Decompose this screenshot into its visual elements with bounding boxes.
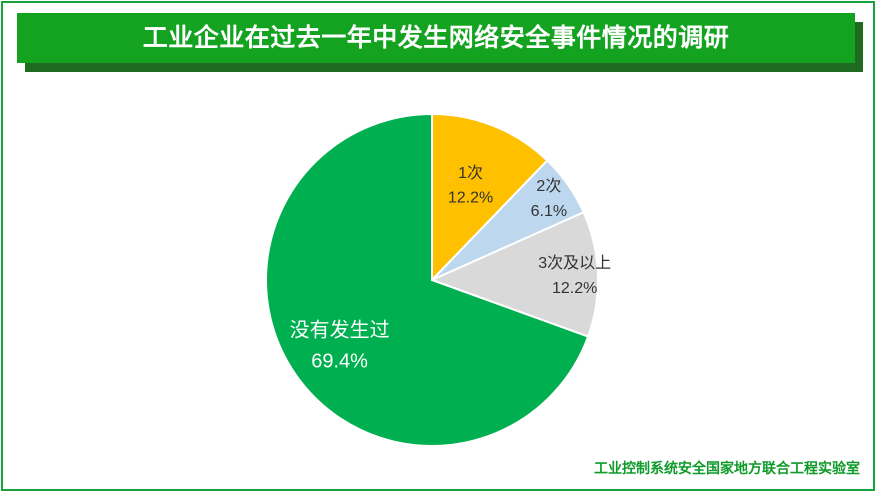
- footer-source: 工业控制系统安全国家地方联合工程实验室: [594, 461, 860, 477]
- chart-title: 工业企业在过去一年中发生网络安全事件情况的调研: [17, 13, 855, 63]
- pie-label-4: 没有发生过: [290, 318, 390, 341]
- pie-labels: 1次 12.2% 2次 6.1% 3次及以上 12.2% 没有发生过 69.4%: [290, 164, 612, 373]
- pie-label-3: 3次及以上: [538, 254, 611, 272]
- pie-value-label-4: 69.4%: [311, 350, 368, 372]
- pie-label-2: 2次: [536, 177, 561, 195]
- pie-value-label-2: 6.1%: [531, 203, 567, 220]
- pie-slice-4: [265, 112, 590, 447]
- pie-value-label-3: 12.2%: [552, 280, 597, 297]
- pie-slice-1: [431, 112, 549, 283]
- pie-value-label-1: 12.2%: [448, 190, 493, 207]
- pie-label-1: 1次: [458, 164, 483, 182]
- pie-slice-3: [429, 211, 599, 338]
- pie-slices: [265, 112, 599, 447]
